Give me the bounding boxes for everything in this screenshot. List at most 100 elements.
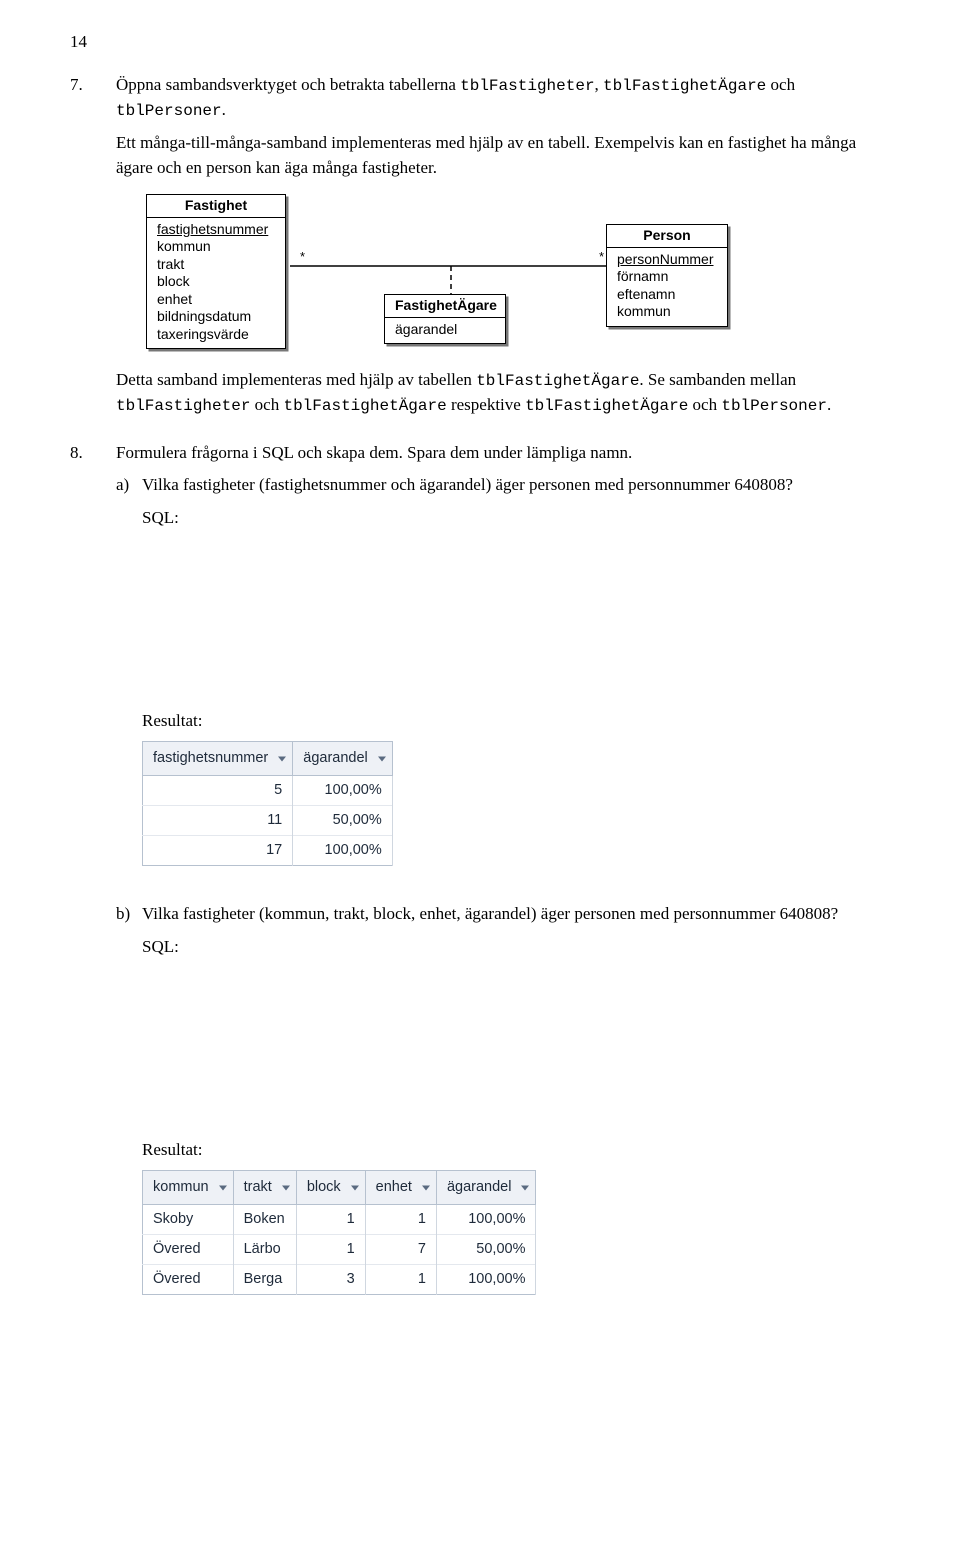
svg-text:*: *: [599, 249, 604, 264]
header-text: trakt: [244, 1179, 272, 1195]
table-header-row: fastighetsnummer ägarandel: [143, 742, 393, 776]
cell: Skoby: [143, 1205, 234, 1235]
code-tblPersoner: tblPersoner: [116, 102, 222, 120]
q8-b: b) Vilka fastigheter (kommun, trakt, blo…: [116, 902, 890, 1295]
chevron-down-icon: [282, 1185, 290, 1190]
q8-a-sql-space: [142, 539, 890, 709]
header-text: ägarandel: [447, 1179, 512, 1195]
q8-b-sql-space: [142, 968, 890, 1138]
uml-attr: ägarandel: [395, 321, 495, 339]
chevron-down-icon: [521, 1185, 529, 1190]
cell: 3: [296, 1265, 365, 1295]
q8-a-result-table: fastighetsnummer ägarandel 5 100,00% 11: [142, 741, 393, 866]
chevron-down-icon: [351, 1185, 359, 1190]
cell: Övered: [143, 1235, 234, 1265]
q8-b-label: b): [116, 902, 142, 1295]
question-8: 8. Formulera frågorna i SQL och skapa de…: [70, 441, 890, 1296]
cell: 100,00%: [436, 1265, 536, 1295]
code: tblPersoner: [721, 397, 827, 415]
q8-paragraph-1: Formulera frågorna i SQL och skapa dem. …: [116, 441, 890, 466]
cell: 50,00%: [436, 1235, 536, 1265]
text: ,: [595, 75, 604, 94]
question-7: 7. Öppna sambandsverktyget och betrakta …: [70, 73, 890, 427]
uml-attr: kommun: [617, 303, 717, 321]
chevron-down-icon: [278, 756, 286, 761]
table-row: Övered Berga 3 1 100,00%: [143, 1265, 536, 1295]
uml-attr: kommun: [157, 238, 275, 256]
table-row: Övered Lärbo 1 7 50,00%: [143, 1235, 536, 1265]
q7-paragraph-3: Detta samband implementeras med hjälp av…: [116, 368, 890, 418]
spacer: [142, 866, 890, 898]
text: . Se sambanden mellan: [639, 370, 796, 389]
text: .: [222, 100, 226, 119]
col-trakt[interactable]: trakt: [233, 1171, 296, 1205]
table-row: 5 100,00%: [143, 776, 393, 806]
cell: Lärbo: [233, 1235, 296, 1265]
question-7-number: 7.: [70, 73, 116, 427]
col-block[interactable]: block: [296, 1171, 365, 1205]
col-kommun[interactable]: kommun: [143, 1171, 234, 1205]
question-8-number: 8.: [70, 441, 116, 1296]
col-fastighetsnummer[interactable]: fastighetsnummer: [143, 742, 293, 776]
header-text: enhet: [376, 1179, 412, 1195]
q8-b-result-table: kommun trakt block enhet ägarandel Skoby…: [142, 1170, 536, 1295]
q8-a-label: a): [116, 473, 142, 898]
question-7-body: Öppna sambandsverktyget och betrakta tab…: [116, 73, 890, 427]
text: .: [827, 395, 831, 414]
q8-a: a) Vilka fastigheter (fastighetsnummer o…: [116, 473, 890, 898]
cell: 100,00%: [293, 836, 393, 866]
page: 14 7. Öppna sambandsverktyget och betrak…: [0, 0, 960, 1325]
cell: 1: [296, 1205, 365, 1235]
page-number: 14: [70, 30, 890, 55]
header-text: kommun: [153, 1179, 209, 1195]
q8-b-sql-label: SQL:: [142, 935, 890, 960]
code-tblFastigheter: tblFastigheter: [460, 77, 594, 95]
uml-attr: taxeringsvärde: [157, 326, 275, 344]
chevron-down-icon: [378, 756, 386, 761]
col-agarandel[interactable]: ägarandel: [293, 742, 393, 776]
uml-person-title: Person: [607, 225, 727, 248]
col-enhet[interactable]: enhet: [365, 1171, 436, 1205]
uml-diagram: * * Fastighet fastighetsnummer kommun tr…: [116, 194, 890, 354]
cell: Övered: [143, 1265, 234, 1295]
chevron-down-icon: [219, 1185, 227, 1190]
uml-fastighetagare-attrs: ägarandel: [385, 318, 505, 344]
code: tblFastigheter: [116, 397, 250, 415]
cell: 100,00%: [436, 1205, 536, 1235]
q8-b-body: Vilka fastigheter (kommun, trakt, block,…: [142, 902, 890, 1295]
uml-fastighet: Fastighet fastighetsnummer kommun trakt …: [146, 194, 286, 349]
uml-attr: förnamn: [617, 268, 717, 286]
uml-attr: personNummer: [617, 251, 717, 269]
svg-text:*: *: [300, 249, 305, 264]
q7-paragraph-1: Öppna sambandsverktyget och betrakta tab…: [116, 73, 890, 123]
table-row: Skoby Boken 1 1 100,00%: [143, 1205, 536, 1235]
cell: 11: [143, 806, 293, 836]
text: Detta samband implementeras med hjälp av…: [116, 370, 476, 389]
code: tblFastighetÄgare: [283, 397, 446, 415]
header-text: ägarandel: [303, 750, 368, 766]
cell: 100,00%: [293, 776, 393, 806]
text: respektive: [447, 395, 525, 414]
table-row: 17 100,00%: [143, 836, 393, 866]
cell: 50,00%: [293, 806, 393, 836]
text: och: [766, 75, 795, 94]
uml-fastighet-title: Fastighet: [147, 195, 285, 218]
q8-a-sql-label: SQL:: [142, 506, 890, 531]
col-agarandel[interactable]: ägarandel: [436, 1171, 536, 1205]
uml-attr: trakt: [157, 256, 275, 274]
uml-fastighetagare: FastighetÄgare ägarandel: [384, 294, 506, 344]
q8-a-text: Vilka fastigheter (fastighetsnummer och …: [142, 473, 890, 498]
uml-attr: enhet: [157, 291, 275, 309]
uml-person: Person personNummer förnamn eftenamn kom…: [606, 224, 728, 327]
uml-attr: eftenamn: [617, 286, 717, 304]
code: tblFastighetÄgare: [476, 372, 639, 390]
text: Öppna sambandsverktyget och betrakta tab…: [116, 75, 460, 94]
uml-fastighet-attrs: fastighetsnummer kommun trakt block enhe…: [147, 218, 285, 349]
uml-person-attrs: personNummer förnamn eftenamn kommun: [607, 248, 727, 326]
cell: 1: [365, 1205, 436, 1235]
cell: 1: [296, 1235, 365, 1265]
q8-b-text: Vilka fastigheter (kommun, trakt, block,…: [142, 902, 890, 927]
cell: 17: [143, 836, 293, 866]
text: och: [250, 395, 283, 414]
chevron-down-icon: [422, 1185, 430, 1190]
